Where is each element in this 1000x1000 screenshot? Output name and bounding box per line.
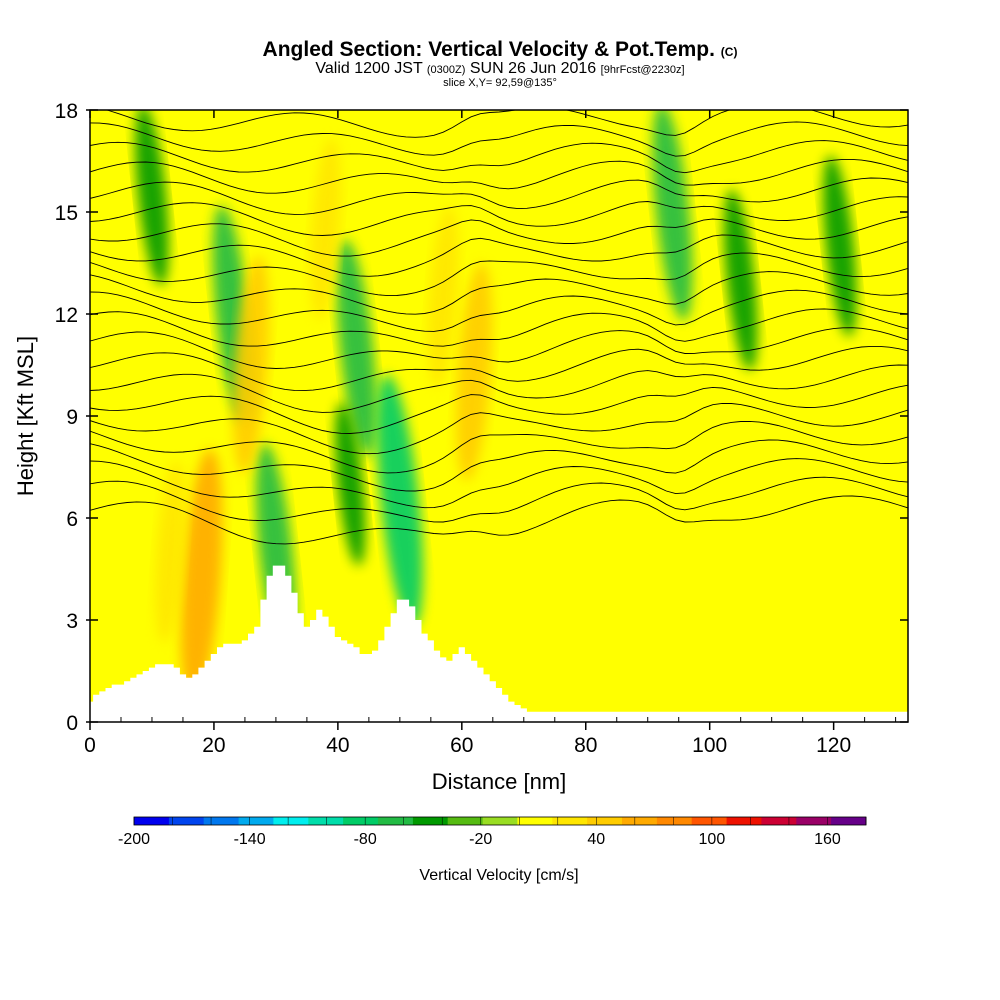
theta-contour xyxy=(90,271,908,315)
x-tick-label: 20 xyxy=(202,734,225,757)
y-tick-label: 12 xyxy=(55,304,78,327)
downdraft-area xyxy=(336,239,377,457)
x-tick-label: 40 xyxy=(326,734,349,757)
colorbar-swatch xyxy=(726,817,762,825)
colorbar-swatch xyxy=(482,817,518,825)
y-axis-label: Height [Kft MSL] xyxy=(13,336,38,496)
velocity-field xyxy=(135,110,857,703)
y-tick-label: 3 xyxy=(66,610,78,633)
colorbar-swatch xyxy=(622,817,658,825)
colorbar-tick-label: -20 xyxy=(469,831,492,848)
theta-contour xyxy=(90,196,908,236)
colorbar-tick-label: 160 xyxy=(814,831,841,848)
chart-title-suffix: (C) xyxy=(720,45,738,59)
colorbar-swatch xyxy=(691,817,728,825)
downdraft-area xyxy=(135,110,169,286)
updraft-area xyxy=(155,461,186,643)
colorbar-tick-label: 100 xyxy=(699,831,726,848)
theta-contour xyxy=(90,495,908,545)
valid-time: Valid 1200 JST (0300Z) SUN 26 Jun 2016 [… xyxy=(0,60,1000,78)
slice-info: slice X,Y= 92,59@135° xyxy=(443,77,557,89)
colorbar-swatch xyxy=(761,817,797,825)
colorbar-swatch xyxy=(447,817,484,825)
theta-contour xyxy=(90,289,908,332)
plot-area xyxy=(90,110,908,722)
colorbar-swatch xyxy=(343,817,379,825)
valid-forecast: [9hrFcst@2230z] xyxy=(600,64,685,76)
x-tick-label: 80 xyxy=(574,734,597,757)
valid-date: SUN 26 Jun 2016 xyxy=(469,60,597,77)
updraft-area xyxy=(427,206,459,388)
theta-contour xyxy=(90,158,908,194)
theta-contour xyxy=(90,216,908,257)
theta-contour xyxy=(90,345,908,392)
x-axis-label: Distance [nm] xyxy=(432,769,567,794)
colorbar-tick-label: 40 xyxy=(587,831,605,848)
colorbar-swatch xyxy=(273,817,309,825)
colorbar-swatch xyxy=(134,817,170,825)
y-tick-label: 0 xyxy=(66,712,78,735)
theta-contour xyxy=(90,420,908,474)
y-tick-label: 9 xyxy=(66,406,78,429)
chart-title-main: Angled Section: Vertical Velocity & Pot.… xyxy=(262,38,715,61)
theta-contour xyxy=(90,234,908,277)
theta-contour xyxy=(105,110,908,138)
theta-contour xyxy=(90,384,908,434)
updraft-area xyxy=(180,449,223,703)
theta-contour xyxy=(90,327,908,369)
colorbar-title: Vertical Velocity [cm/s] xyxy=(419,867,578,884)
y-tick-label: 15 xyxy=(55,202,78,225)
colorbar-swatch xyxy=(552,817,588,825)
colorbar-swatch xyxy=(203,817,240,825)
valid-prefix: Valid 1200 JST xyxy=(315,60,423,77)
colorbar-swatch xyxy=(238,817,274,825)
downdraft-area xyxy=(376,374,423,628)
theta-contour xyxy=(90,364,908,413)
colorbar-swatch xyxy=(796,817,832,825)
theta-contour xyxy=(90,121,908,157)
updraft-area xyxy=(310,138,341,320)
y-tick-label: 6 xyxy=(66,508,78,531)
y-tick-label: 18 xyxy=(55,100,78,123)
chart-title: Angled Section: Vertical Velocity & Pot.… xyxy=(0,38,1000,62)
x-axis: 0 20 40 60 80 100 120 xyxy=(84,110,897,757)
terrain xyxy=(90,565,908,722)
theta-contour xyxy=(90,439,908,492)
colorbar-swatch xyxy=(831,817,867,825)
valid-zulu: (0300Z) xyxy=(426,64,466,76)
colorbar: -200 -140 -80 -20 40 100 160 xyxy=(118,816,867,848)
colorbar-swatch xyxy=(378,817,414,825)
theta-contour xyxy=(90,140,908,174)
theta-contour xyxy=(90,252,908,297)
colorbar-swatch xyxy=(517,817,553,825)
colorbar-swatch xyxy=(168,817,205,825)
x-tick-label: 0 xyxy=(84,734,96,757)
theta-contour xyxy=(90,308,908,347)
colorbar-tick-label: -140 xyxy=(234,831,266,848)
colorbar-swatch xyxy=(308,817,344,825)
x-tick-label: 60 xyxy=(450,734,473,757)
updraft-area xyxy=(560,292,586,438)
updraft-area xyxy=(456,263,493,481)
theta-contour xyxy=(90,476,908,523)
colorbar-tick-label: -80 xyxy=(354,831,377,848)
theta-contour xyxy=(90,458,908,509)
colorbar-swatch xyxy=(656,817,693,825)
colorbar-tick-label: -200 xyxy=(118,831,150,848)
y-axis: 0 3 6 9 12 15 18 xyxy=(55,100,908,735)
theta-contour xyxy=(90,177,908,215)
x-tick-label: 100 xyxy=(692,734,727,757)
x-tick-label: 120 xyxy=(816,734,851,757)
downdraft-area xyxy=(334,402,366,566)
colorbar-swatch xyxy=(412,817,449,825)
theta-contour xyxy=(90,402,908,455)
downdraft-area xyxy=(822,155,857,337)
updraft-area xyxy=(790,547,816,693)
theta-contours xyxy=(90,110,908,545)
downdraft-area xyxy=(652,110,693,321)
colorbar-swatch xyxy=(587,817,623,825)
